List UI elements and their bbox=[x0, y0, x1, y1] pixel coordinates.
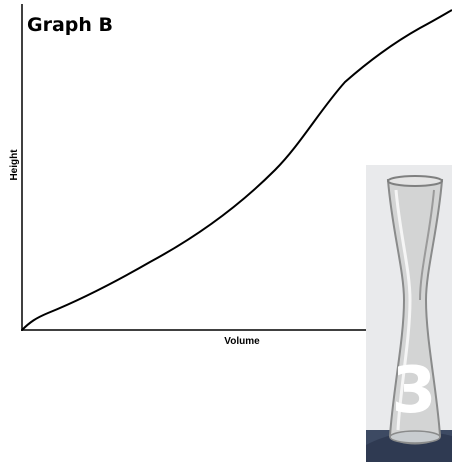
graph-title: Graph B bbox=[27, 14, 113, 36]
y-axis-label: Height bbox=[9, 149, 20, 181]
page: Graph B Height Volume 3 bbox=[0, 0, 452, 462]
x-axis-label: Volume bbox=[224, 336, 260, 347]
vase-photo: 3 bbox=[366, 165, 452, 462]
vase-base bbox=[390, 431, 440, 443]
vase-number: 3 bbox=[392, 354, 437, 428]
vase-rim bbox=[388, 176, 442, 186]
